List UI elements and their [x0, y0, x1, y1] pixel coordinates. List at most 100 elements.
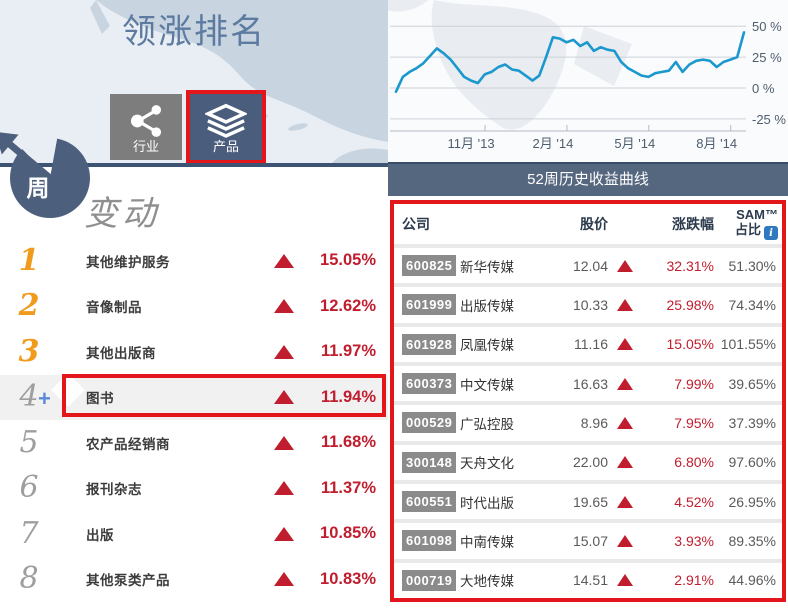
rank-change-percent: 11.68%	[320, 433, 376, 452]
sam-header-line1: SAM™	[736, 206, 778, 222]
stock-price: 8.96	[580, 414, 608, 431]
rank-label: 音像制品	[86, 300, 142, 316]
stock-change-percent: 25.98%	[666, 296, 714, 313]
ranking-row[interactable]: 3 其他出版商 11.97%	[0, 329, 388, 375]
stock-table-row[interactable]: 000719 大地传媒 14.51 2.91% 44.96%	[394, 562, 782, 598]
rank-number: 4	[19, 379, 39, 415]
stock-change-percent: 3.93%	[674, 532, 714, 549]
stock-name: 中文传媒	[460, 377, 514, 393]
info-icon[interactable]: i	[764, 226, 778, 241]
tab-product-label: 产品	[212, 139, 239, 154]
annotation-box-product-tab: 产品	[186, 90, 266, 163]
52-week-return-line-chart: 50 % 25 % 0 % -25 % 11月 '13 2月 '14 5月 '14 8月 '1…	[390, 19, 786, 151]
stock-price: 19.65	[572, 493, 608, 510]
layers-icon	[205, 103, 247, 138]
rank-number: 5	[19, 424, 39, 460]
stock-sam-percent: 74.34%	[728, 296, 776, 313]
stock-table-row[interactable]: 600551 时代出版 19.65 4.52% 26.95%	[394, 483, 782, 520]
week-period-badge[interactable]: 周	[0, 108, 102, 220]
up-triangle-icon	[274, 253, 294, 268]
ranking-row[interactable]: 7 出版 10.85%	[0, 511, 388, 557]
stock-table-row[interactable]: 601098 中南传媒 15.07 3.93% 89.35%	[394, 523, 782, 559]
stock-table-row[interactable]: 601999 出版传媒 10.33 25.98% 74.34%	[394, 287, 782, 323]
chart-caption-banner: 52周历史收益曲线	[388, 162, 788, 196]
ranking-list: 1 其他维护服务 15.05% 2 音像制品 12.62% 3 其他出版商 11…	[0, 238, 388, 602]
add-to-watchlist-button[interactable]: +	[38, 386, 51, 411]
up-triangle-icon	[608, 495, 642, 508]
up-triangle-icon	[608, 416, 642, 429]
up-triangle-icon	[274, 572, 294, 587]
stock-change-percent: 32.31%	[666, 257, 714, 274]
stock-code-badge: 601999	[402, 294, 457, 316]
stock-change-percent: 7.95%	[674, 414, 714, 431]
svg-text:0 %: 0 %	[752, 81, 775, 96]
stock-price: 10.33	[572, 296, 608, 313]
up-triangle-icon	[608, 456, 642, 469]
ranking-row[interactable]: 6 报刊杂志 11.37%	[0, 466, 388, 512]
stock-table-row[interactable]: 000529 广弘控股 8.96 7.95% 37.39%	[394, 405, 782, 441]
rank-change-percent: 15.05%	[320, 251, 376, 270]
rank-number: 8	[19, 561, 39, 597]
rank-number: 7	[19, 515, 39, 551]
stock-name: 大地传媒	[460, 574, 514, 590]
column-header-sam: SAM™ 占比 i	[714, 206, 782, 241]
stock-name: 出版传媒	[460, 298, 514, 314]
stock-sam-percent: 39.65%	[728, 375, 776, 392]
stock-change-percent: 15.05%	[666, 336, 714, 353]
stock-name: 时代出版	[460, 495, 514, 511]
stock-name: 新华传媒	[460, 259, 514, 275]
stock-name: 凤凰传媒	[460, 338, 514, 354]
stock-code-badge: 300148	[402, 451, 457, 473]
column-header-company: 公司	[402, 216, 430, 232]
stock-price: 11.16	[574, 336, 608, 353]
up-triangle-icon	[274, 390, 294, 405]
stock-change-percent: 7.99%	[674, 375, 714, 392]
stock-code-badge: 000529	[402, 412, 457, 434]
map-header: 领涨排名 行业 产品	[0, 0, 388, 163]
stock-code-badge: 600825	[402, 255, 457, 277]
ranking-row[interactable]: 1 其他维护服务 15.05%	[0, 238, 388, 284]
stock-table-row[interactable]: 600373 中文传媒 16.63 7.99% 39.65%	[394, 365, 782, 402]
stock-sam-percent: 97.60%	[728, 454, 776, 471]
stock-code-badge: 600373	[402, 373, 457, 395]
week-badge-label: 周	[27, 175, 50, 201]
stock-table-row[interactable]: 600825 新华传媒 12.04 32.31% 51.30%	[394, 248, 782, 284]
ranking-row[interactable]: 5 农产品经销商 11.68%	[0, 420, 388, 466]
tab-product[interactable]: 产品	[190, 94, 262, 160]
rank-change-percent: 11.37%	[320, 478, 376, 497]
stock-price: 22.00	[572, 454, 608, 471]
rank-number: 6	[19, 470, 39, 506]
page-title: 领涨排名	[122, 13, 266, 51]
column-header-price: 股价	[580, 216, 608, 232]
stock-change-percent: 2.91%	[674, 572, 714, 589]
svg-text:-25 %: -25 %	[752, 112, 786, 127]
stock-code-badge: 000719	[402, 569, 457, 591]
stock-name: 广弘控股	[460, 416, 514, 432]
up-triangle-icon	[274, 526, 294, 541]
rank-number: 3	[18, 333, 40, 369]
stock-table-row[interactable]: 300148 天舟文化 22.00 6.80% 97.60%	[394, 444, 782, 480]
up-triangle-icon	[608, 298, 642, 311]
rank-change-percent: 12.62%	[320, 296, 376, 315]
tab-industry[interactable]: 行业	[110, 94, 182, 160]
rank-label: 报刊杂志	[86, 482, 142, 498]
svg-text:5月 '14: 5月 '14	[614, 136, 655, 151]
header-divider	[0, 163, 388, 167]
svg-text:8月 '14: 8月 '14	[696, 136, 737, 151]
up-triangle-icon	[608, 377, 642, 390]
rank-label: 出版	[86, 527, 114, 543]
rank-label: 其他出版商	[86, 345, 156, 361]
ranking-heading: 变动	[84, 194, 160, 234]
stock-sam-percent: 51.30%	[728, 257, 776, 274]
sam-header-line2: 占比	[734, 221, 761, 237]
rank-label: 农产品经销商	[86, 436, 170, 452]
up-triangle-icon	[274, 481, 294, 496]
returns-chart-panel: 50 % 25 % 0 % -25 % 11月 '13 2月 '14 5月 '14 8月 '1…	[388, 0, 788, 162]
stock-table-row[interactable]: 601928 凤凰传媒 11.16 15.05% 101.55%	[394, 326, 782, 362]
ranking-row[interactable]: 8 其他泵类产品 10.83%	[0, 557, 388, 603]
ranking-row[interactable]: 2 音像制品 12.62%	[0, 284, 388, 330]
stock-sam-percent: 101.55%	[720, 336, 776, 353]
stock-name: 中南传媒	[460, 534, 514, 550]
svg-text:11月 '13: 11月 '13	[448, 136, 495, 151]
rank-change-percent: 10.85%	[320, 524, 376, 543]
